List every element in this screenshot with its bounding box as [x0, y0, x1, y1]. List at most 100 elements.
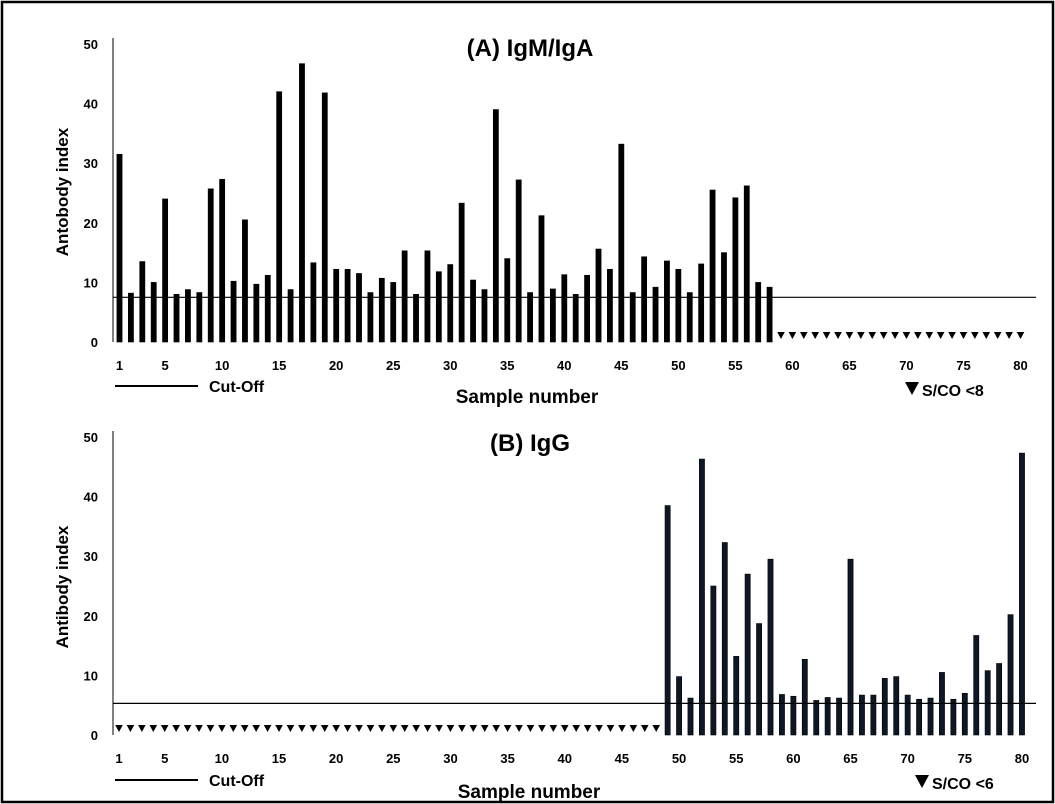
below-cutoff-marker — [845, 332, 854, 339]
below-cutoff-marker — [811, 332, 820, 339]
x-tick-label: 25 — [386, 751, 400, 766]
below-cutoff-marker — [879, 332, 888, 339]
bar — [641, 256, 648, 343]
legend-marker: S/CO <6 — [915, 775, 994, 793]
bar — [527, 292, 533, 343]
bar — [458, 202, 465, 343]
below-cutoff-marker — [914, 332, 922, 339]
bar — [790, 695, 797, 736]
below-cutoff-marker — [138, 725, 146, 732]
bar — [721, 542, 728, 736]
y-tick-label: 40 — [84, 97, 98, 112]
below-cutoff-marker — [286, 725, 295, 732]
below-cutoff-marker — [263, 725, 272, 732]
chart-title: (A) IgM/IgA — [467, 35, 594, 62]
bar — [264, 274, 271, 343]
below-cutoff-marker — [788, 332, 797, 339]
below-cutoff-marker — [549, 725, 558, 732]
bar — [584, 274, 591, 343]
below-cutoff-marker — [275, 725, 283, 732]
bar — [916, 698, 922, 736]
below-cutoff-marker — [240, 725, 249, 732]
bar — [276, 91, 283, 343]
x-tick-label: 40 — [558, 751, 572, 766]
below-cutoff-marker — [857, 332, 865, 339]
below-cutoff-marker — [1016, 332, 1025, 339]
x-tick-label: 75 — [958, 751, 972, 766]
x-tick-label: 35 — [500, 751, 514, 766]
panel-igm-iga: (A) IgM/IgA Antobody index Sample number… — [53, 35, 1036, 408]
bar — [185, 289, 191, 343]
bar — [561, 274, 568, 343]
below-cutoff-marker — [389, 725, 398, 732]
bar — [207, 188, 214, 343]
bar — [824, 697, 831, 736]
below-cutoff-marker — [572, 725, 580, 732]
bar — [299, 63, 305, 343]
bar — [321, 92, 328, 343]
below-cutoff-marker — [218, 725, 226, 732]
bar — [470, 279, 476, 343]
bar — [699, 458, 705, 736]
bar — [139, 261, 146, 343]
x-tick-label: 30 — [443, 358, 457, 373]
below-cutoff-marker — [902, 332, 911, 339]
below-cutoff-marker — [503, 725, 512, 732]
x-tick-label: 15 — [272, 751, 286, 766]
bar — [481, 289, 488, 343]
y-tick-label: 50 — [84, 37, 98, 52]
bar — [743, 185, 750, 343]
bar — [344, 268, 351, 343]
below-cutoff-marker — [925, 332, 934, 339]
bar — [767, 558, 774, 736]
below-cutoff-marker — [891, 332, 899, 339]
legend-triangle-icon — [905, 382, 919, 395]
below-cutoff-marker — [126, 725, 135, 732]
x-tick-label: 55 — [729, 751, 743, 766]
below-cutoff-marker — [834, 332, 842, 339]
bar — [664, 260, 670, 343]
bar — [128, 292, 134, 343]
bar — [836, 697, 842, 736]
below-cutoff-marker — [595, 725, 603, 732]
x-tick-label: 35 — [500, 358, 514, 373]
bar — [996, 663, 1003, 736]
bar — [515, 179, 522, 343]
y-tick-label: 20 — [84, 609, 98, 624]
bar — [287, 289, 294, 343]
below-cutoff-marker — [423, 725, 432, 732]
bar — [733, 656, 740, 736]
below-cutoff-marker — [458, 725, 466, 732]
x-tick-label: 45 — [614, 358, 628, 373]
bar — [538, 215, 545, 343]
legend-cutoff-label: Cut-Off — [209, 773, 265, 790]
bar — [116, 153, 123, 343]
chart-title: (B) IgG — [490, 430, 570, 457]
below-cutoff-marker — [309, 725, 318, 732]
legend-cutoff: Cut-Off — [115, 379, 265, 396]
bar — [881, 678, 888, 736]
x-tick-label: 75 — [956, 358, 970, 373]
below-cutoff-marker — [515, 725, 523, 732]
x-axis-label: Sample number — [458, 782, 601, 803]
below-cutoff-marker — [618, 725, 626, 732]
bar — [435, 271, 442, 343]
y-axis-label: Antibody index — [53, 525, 72, 648]
below-cutoff-marker — [971, 332, 979, 339]
below-cutoff-marker — [183, 725, 192, 732]
below-cutoff-marker — [606, 725, 615, 732]
below-cutoff-marker — [115, 725, 123, 732]
bar — [870, 694, 877, 736]
below-cutoff-marker — [822, 332, 831, 339]
bar — [893, 676, 900, 736]
below-cutoff-marker — [936, 332, 945, 339]
below-cutoff-marker — [229, 725, 238, 732]
bar — [401, 250, 408, 343]
y-axis-label: Antobody index — [53, 127, 72, 256]
bar — [652, 286, 659, 343]
bar — [675, 268, 682, 343]
y-tick-label: 0 — [91, 728, 98, 743]
legend-cutoff: Cut-Off — [115, 773, 265, 790]
